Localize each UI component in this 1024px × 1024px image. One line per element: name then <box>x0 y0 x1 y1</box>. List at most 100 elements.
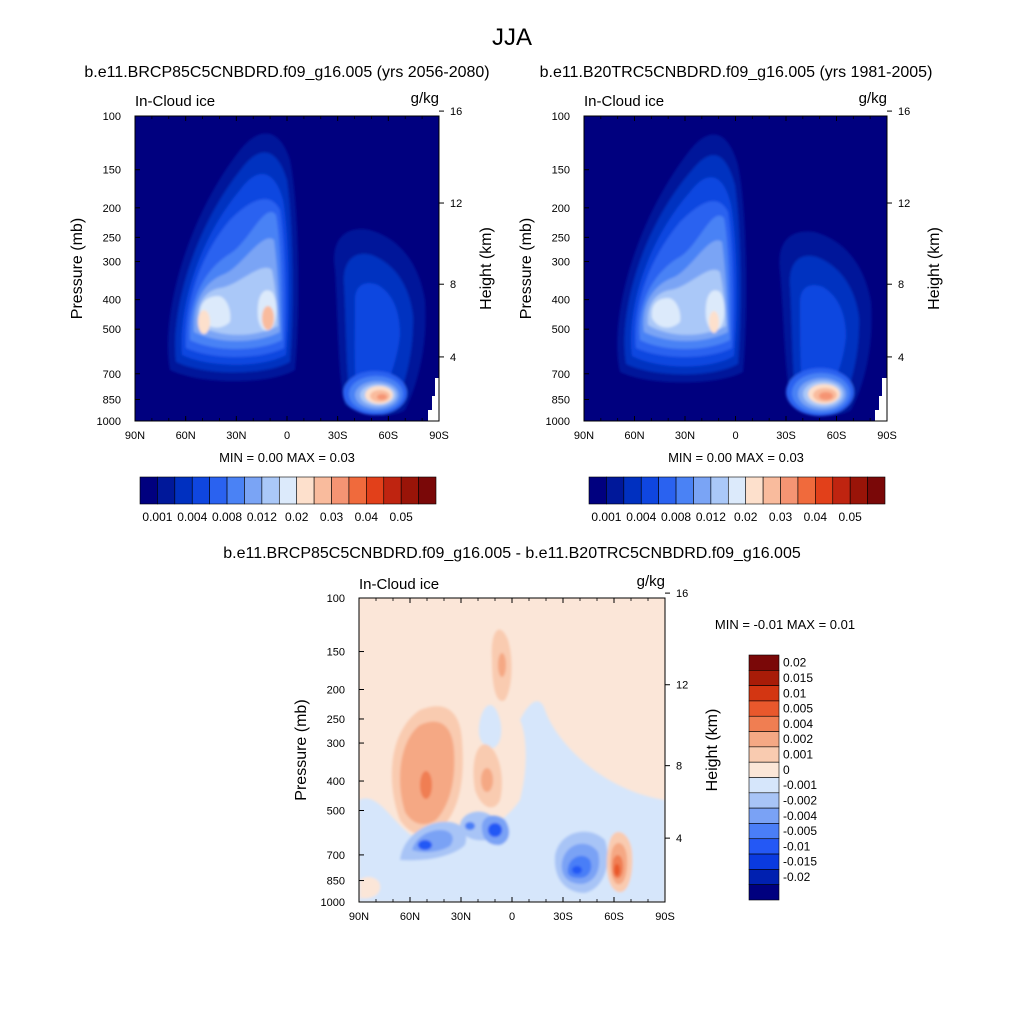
y-tick-label: 1000 <box>321 897 345 909</box>
colorbar-label: -0.002 <box>783 793 817 807</box>
y-right-tick-label: 4 <box>898 352 904 364</box>
contour-field <box>359 598 665 902</box>
colorbar-swatch <box>748 792 780 809</box>
min-max-stats: MIN = 0.00 MAX = 0.03 <box>668 450 804 465</box>
y-tick-label: 300 <box>327 738 345 750</box>
y-right-tick-label: 12 <box>450 198 462 210</box>
colorbar-label: 0.04 <box>804 510 828 524</box>
colorbar-label: 0.001 <box>591 510 621 524</box>
y-tick-label: 250 <box>327 714 345 726</box>
colorbar-swatch <box>748 761 780 778</box>
colorbar-swatch <box>727 476 747 505</box>
contour-field <box>584 116 887 421</box>
colorbar-swatch <box>710 476 729 505</box>
axes-2: 90N 60N 30N 0 30S 60S 90S 100 150 200 250 300 400 500… <box>293 588 855 923</box>
colorbar-label: 0.012 <box>696 510 726 524</box>
y-tick-label: 200 <box>327 685 345 697</box>
y-right-tick-label: 8 <box>676 761 682 773</box>
colorbar-swatch <box>748 777 780 794</box>
colorbar-swatch <box>658 476 677 505</box>
x-tick-label: 0 <box>284 430 290 442</box>
panel-title: b.e11.BRCP85C5CNBDRD.f09_g16.005 - b.e11… <box>223 545 801 562</box>
colorbar-label: -0.004 <box>783 809 817 823</box>
colorbar-swatch <box>748 685 780 702</box>
colorbar-label: 0.004 <box>626 510 656 524</box>
colorbar-swatch <box>849 476 868 505</box>
units-label: g/kg <box>859 90 887 107</box>
colorbar-swatch <box>296 476 315 505</box>
x-tick-label: 30N <box>451 911 471 923</box>
y-right-tick-label: 12 <box>898 198 910 210</box>
colorbar-swatch <box>209 476 228 505</box>
y-tick-label: 150 <box>552 165 570 177</box>
colorbar-swatch <box>226 476 245 505</box>
colorbar-swatch <box>867 476 886 505</box>
y-tick-label: 150 <box>103 165 121 177</box>
colorbar-swatch <box>139 476 158 505</box>
y-tick-label: 850 <box>103 394 121 406</box>
variable-label: In-Cloud ice <box>584 93 664 110</box>
colorbar-label: 0.01 <box>783 686 807 700</box>
contour-field <box>135 116 439 421</box>
colorbar-label: 0.015 <box>783 671 813 685</box>
colorbar-swatch <box>331 476 350 505</box>
colorbar-swatch <box>383 476 402 505</box>
x-tick-label: 90S <box>877 430 897 442</box>
colorbar-swatch <box>748 746 780 763</box>
x-tick-label: 90N <box>125 430 145 442</box>
y-right-tick-label: 4 <box>450 352 456 364</box>
y-right-tick-label: 16 <box>450 106 462 118</box>
variable-label: In-Cloud ice <box>135 93 215 110</box>
colorbar-label: 0.005 <box>783 702 813 716</box>
y-tick-label: 250 <box>103 232 121 244</box>
colorbar-0: 0.001 0.004 0.008 0.012 0.02 0.03 0.04 0.05 <box>139 476 437 524</box>
x-tick-label: 60S <box>379 430 399 442</box>
min-max-stats: MIN = -0.01 MAX = 0.01 <box>715 617 855 632</box>
y-tick-label: 850 <box>327 876 345 888</box>
colorbar-swatch <box>748 823 780 840</box>
y-tick-label: 500 <box>327 805 345 817</box>
colorbar-swatch <box>748 715 780 732</box>
colorbar-label: -0.005 <box>783 824 817 838</box>
variable-label: In-Cloud ice <box>359 576 439 593</box>
y-tick-label: 200 <box>552 203 570 215</box>
colorbar-swatch <box>748 884 780 901</box>
colorbar-swatch <box>278 476 298 505</box>
colorbar-label: 0.04 <box>355 510 379 524</box>
colorbar-label: 0.002 <box>783 732 813 746</box>
axes-1: 90N 60N 30N 0 30S 60S 90S 100 150 200 250 300 400 500… <box>518 106 943 465</box>
colorbar-label: -0.01 <box>783 839 811 853</box>
colorbar-swatch <box>780 476 799 505</box>
colorbar-label: 0.012 <box>247 510 277 524</box>
colorbar-swatch <box>313 476 332 505</box>
colorbar-swatch <box>174 476 193 505</box>
x-tick-label: 60S <box>604 911 624 923</box>
colorbar-label: 0.008 <box>212 510 242 524</box>
min-max-stats: MIN = 0.00 MAX = 0.03 <box>219 450 355 465</box>
y-right-axis-label: Height (km) <box>478 227 495 310</box>
figure-title: JJA <box>492 24 532 51</box>
y-tick-label: 100 <box>327 593 345 605</box>
y-tick-label: 100 <box>552 111 570 123</box>
x-tick-label: 0 <box>509 911 515 923</box>
colorbar-swatch <box>693 476 712 505</box>
x-tick-label: 90S <box>655 911 675 923</box>
colorbar-swatch <box>606 476 625 505</box>
y-tick-label: 700 <box>327 850 345 862</box>
y-right-tick-label: 16 <box>898 106 910 118</box>
colorbar-label: -0.001 <box>783 778 817 792</box>
y-tick-label: 300 <box>103 257 121 269</box>
panel-title: b.e11.B20TRC5CNBDRD.f09_g16.005 (yrs 198… <box>540 64 933 81</box>
colorbar-swatch <box>191 476 210 505</box>
y-tick-label: 500 <box>103 324 121 336</box>
colorbar-1: 0.001 0.004 0.008 0.012 0.02 0.03 0.04 0.05 <box>588 476 886 524</box>
y-right-axis-label: Height (km) <box>926 227 943 310</box>
panel-future: b.e11.BRCP85C5CNBDRD.f09_g16.005 (yrs 20… <box>84 64 490 422</box>
y-tick-label: 400 <box>103 295 121 307</box>
colorbar-swatch <box>675 476 694 505</box>
colorbar-swatch <box>815 476 834 505</box>
colorbar-swatch <box>244 476 263 505</box>
colorbar-label: 0.004 <box>783 717 813 731</box>
x-tick-label: 30N <box>675 430 695 442</box>
